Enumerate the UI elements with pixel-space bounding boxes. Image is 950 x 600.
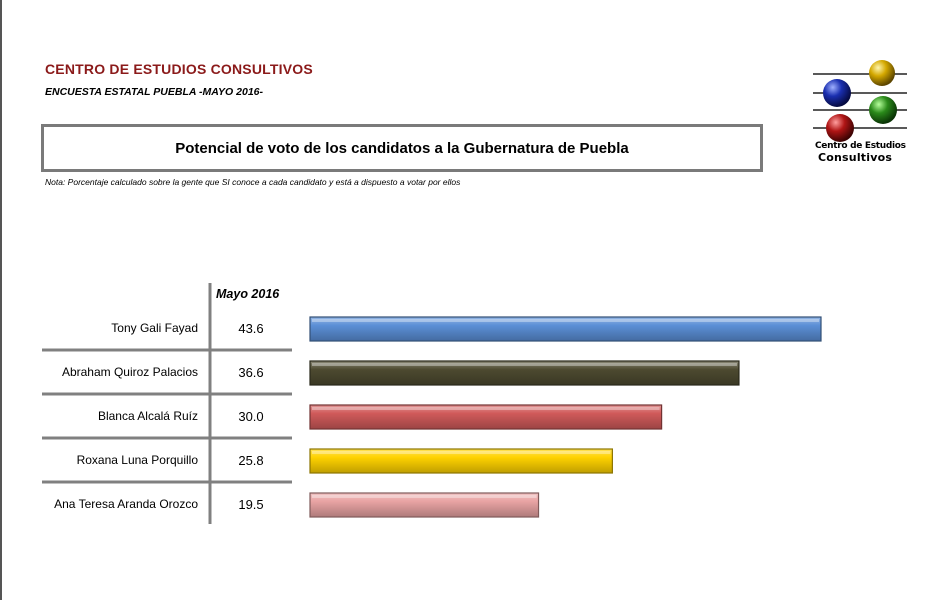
logo-text-line1: Centro de Estudios: [815, 141, 906, 151]
column-header: Mayo 2016: [216, 287, 280, 301]
bar: [309, 492, 540, 518]
category-label: Roxana Luna Porquillo: [77, 453, 199, 467]
bar: [309, 360, 740, 386]
category-label: Ana Teresa Aranda Orozco: [54, 497, 198, 511]
bar-highlight: [312, 451, 611, 454]
value-label: 30.0: [238, 409, 263, 424]
value-label: 25.8: [238, 453, 263, 468]
value-label: 43.6: [238, 321, 263, 336]
category-label: Abraham Quiroz Palacios: [62, 365, 198, 379]
organization-title: CENTRO DE ESTUDIOS CONSULTIVOS: [45, 61, 313, 77]
logo-text-line2: Consultivos: [818, 151, 893, 164]
bar-highlight: [312, 319, 819, 322]
survey-title: ENCUESTA ESTATAL PUEBLA -MAYO 2016-: [45, 86, 263, 98]
value-label: 19.5: [238, 497, 263, 512]
page-left-border: [0, 0, 2, 600]
chart-title-box: Potencial de voto de los candidatos a la…: [41, 124, 763, 172]
category-label: Blanca Alcalá Ruíz: [98, 409, 198, 423]
logo-balls-icon: [813, 60, 907, 142]
chart-note: Nota: Porcentaje calculado sobre la gent…: [45, 177, 461, 187]
bar: [309, 448, 613, 474]
bar-highlight: [312, 407, 660, 410]
bar-highlight: [312, 495, 537, 498]
bar: [309, 316, 822, 342]
bar-highlight: [312, 363, 737, 366]
chart-title: Potencial de voto de los candidatos a la…: [175, 139, 629, 157]
value-label: 36.6: [238, 365, 263, 380]
bar: [309, 404, 663, 430]
category-label: Tony Gali Fayad: [111, 321, 198, 335]
